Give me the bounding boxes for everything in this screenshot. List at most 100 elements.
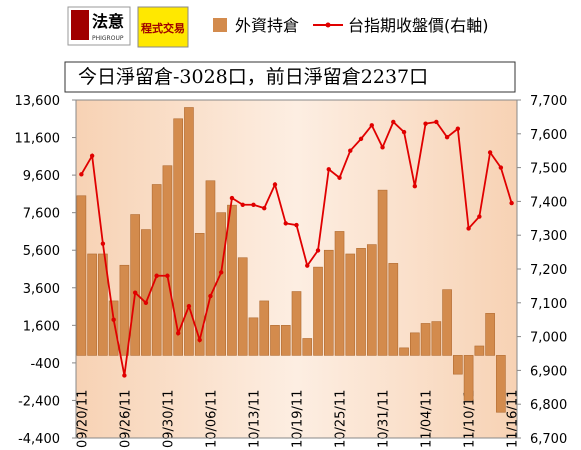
bar [205, 180, 216, 356]
bar [108, 300, 119, 356]
bar [485, 313, 495, 356]
bar [334, 231, 345, 356]
bar [409, 332, 420, 356]
bar [270, 325, 280, 356]
price-point [487, 150, 493, 155]
bar [420, 323, 431, 356]
logo-name: 法意 [92, 12, 124, 31]
y2-tick-label: 7,700 [530, 94, 567, 109]
x-tick-label: 10/25/11 [334, 390, 349, 448]
x-tick-label: 09/20/11 [75, 390, 90, 448]
bar [496, 355, 506, 413]
bar [302, 338, 313, 356]
price-point [122, 373, 127, 378]
bar [87, 253, 97, 356]
price-point [444, 134, 450, 140]
chart-title: 今日淨留倉-3028口，前日淨留倉2237口 [78, 66, 428, 88]
badge-text: 程式交易 [141, 21, 185, 35]
bar [323, 249, 334, 356]
y2-tick-label: 6,700 [530, 432, 567, 447]
price-point [283, 221, 288, 226]
bar [248, 317, 259, 356]
x-tick-label: 11/04/11 [420, 390, 435, 448]
bar [162, 165, 173, 356]
y2-tick-label: 7,000 [530, 331, 567, 346]
bar [227, 204, 237, 356]
price-point [315, 248, 321, 253]
x-tick-label: 10/06/11 [204, 390, 219, 448]
legend-label: 台指期收盤價(右軸) [348, 16, 489, 35]
y2-tick-label: 6,800 [530, 398, 567, 413]
price-point [262, 205, 267, 211]
x-tick-label: 10/13/11 [247, 390, 262, 448]
bar [377, 189, 388, 356]
x-tick-label: 11/16/11 [506, 390, 521, 448]
price-point [358, 136, 364, 142]
price-point [380, 145, 385, 150]
y-tick-label: 11,600 [15, 132, 61, 147]
legend-label: 外資持倉 [235, 16, 299, 35]
y-tick-label: -4,400 [18, 432, 60, 447]
logo-sub: PHIGROUP [92, 35, 124, 42]
price-point [175, 331, 181, 336]
x-tick-label: 09/26/11 [118, 390, 133, 448]
y-tick-label: 9,600 [23, 169, 60, 184]
price-point [240, 202, 245, 207]
x-tick-label: 11/10/11 [463, 390, 478, 448]
y-tick-label: 3,600 [23, 282, 60, 297]
bar [237, 257, 248, 356]
y2-tick-label: 7,600 [530, 128, 567, 143]
bar [98, 253, 108, 356]
price-point [111, 317, 116, 322]
price-point [89, 153, 95, 158]
bar [474, 345, 485, 356]
price-point [251, 202, 256, 207]
legend: 外資持倉 台指期收盤價(右軸) [213, 16, 489, 35]
bar [463, 355, 474, 401]
bar [184, 107, 194, 356]
price-point [143, 300, 149, 305]
price-point [391, 119, 396, 125]
price-point [434, 119, 439, 125]
price-point [401, 129, 407, 135]
price-point [132, 290, 138, 295]
logo-icon [71, 10, 89, 40]
price-point [455, 126, 461, 131]
y-tick-label: -400 [30, 357, 60, 372]
bar [442, 289, 452, 356]
y-tick-label: 5,600 [23, 244, 60, 259]
y2-tick-label: 7,300 [530, 229, 567, 244]
bar [119, 264, 130, 356]
bar [216, 212, 227, 356]
price-point [219, 270, 224, 275]
bar [345, 253, 356, 356]
bar [366, 244, 377, 356]
x-tick-label: 10/31/11 [377, 390, 392, 448]
title-box [64, 61, 516, 93]
bar [259, 300, 270, 356]
y2-tick-label: 7,400 [530, 195, 567, 210]
y2-tick-label: 7,500 [530, 162, 567, 177]
price-point [229, 195, 235, 201]
x-tick-label: 09/30/11 [161, 390, 176, 448]
y2-tick-label: 7,200 [530, 263, 567, 278]
bar [280, 325, 291, 356]
price-point [208, 293, 213, 299]
bar [194, 233, 205, 356]
bar [453, 355, 463, 375]
price-point [412, 183, 418, 189]
legend-marker [325, 22, 331, 28]
price-point [100, 241, 106, 246]
price-point [477, 214, 482, 219]
bar [313, 266, 323, 356]
bar [431, 321, 442, 356]
price-point [79, 172, 84, 177]
x-tick-label: 10/19/11 [291, 390, 306, 448]
bar [388, 263, 399, 356]
y2-tick-label: 7,100 [530, 297, 567, 312]
bar [399, 347, 409, 356]
price-point [369, 123, 374, 128]
y-tick-label: 7,600 [23, 207, 60, 222]
badge-box [137, 6, 189, 48]
